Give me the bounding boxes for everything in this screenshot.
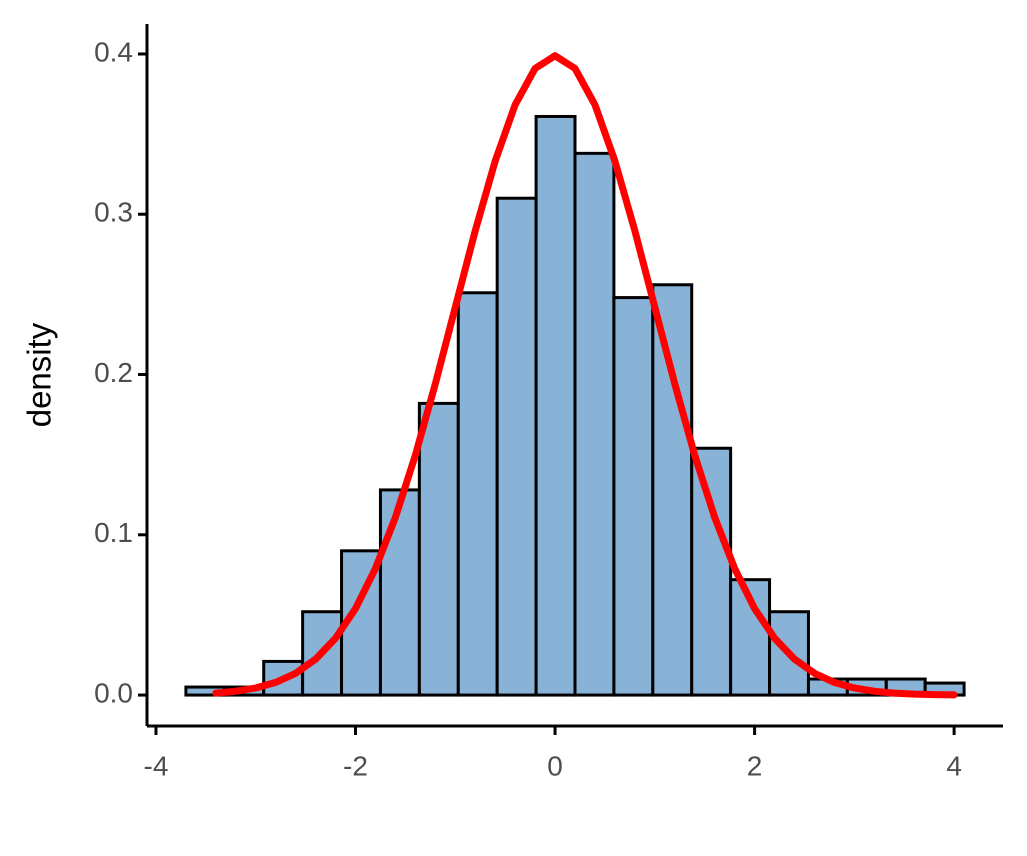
x-tick-label: -2: [343, 750, 368, 781]
x-tick-label: 0: [547, 750, 563, 781]
bar: [651, 283, 694, 697]
y-tick-label: 0.1: [94, 517, 133, 548]
y-axis-label: density: [21, 322, 58, 427]
bar: [690, 446, 733, 697]
x-tick-label: 2: [747, 750, 763, 781]
bar: [378, 488, 421, 697]
bar: [612, 296, 655, 697]
bar: [573, 151, 616, 697]
y-tick-label: 0.3: [94, 197, 133, 228]
bar: [495, 196, 538, 697]
bar: [768, 610, 810, 697]
y-tick-label: 0.4: [94, 36, 133, 67]
x-tick-label: -4: [144, 750, 169, 781]
bar: [417, 401, 460, 697]
x-tick-label: 4: [946, 750, 962, 781]
density-curve: [212, 52, 958, 699]
bar: [456, 291, 499, 697]
y-tick-label: 0.2: [94, 357, 133, 388]
y-tick-label: 0.0: [94, 677, 133, 708]
bar: [534, 114, 577, 697]
